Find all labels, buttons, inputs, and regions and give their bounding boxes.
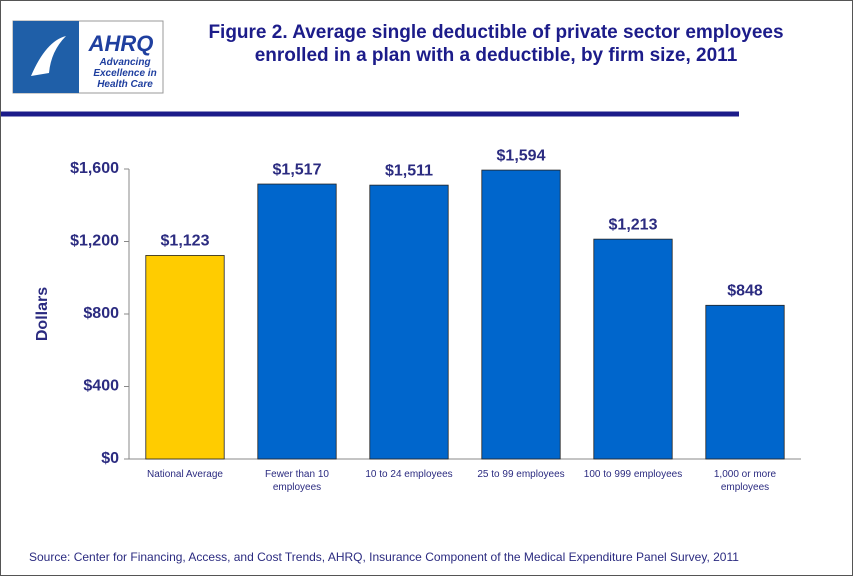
bar bbox=[145, 255, 225, 460]
x-tick-label-box: 10 to 24 employees bbox=[365, 469, 453, 480]
bar bbox=[593, 238, 673, 460]
bar bbox=[705, 304, 785, 460]
bar bbox=[481, 169, 561, 460]
y-axis-label: Dollars bbox=[34, 287, 51, 341]
y-tick-label: $1,200 bbox=[70, 233, 119, 250]
source-note: Source: Center for Financing, Access, an… bbox=[29, 550, 739, 564]
bar bbox=[369, 184, 449, 460]
y-tick-label: $0 bbox=[101, 450, 119, 467]
bar bbox=[257, 183, 337, 460]
x-tick-label-box: National Average bbox=[147, 469, 223, 480]
x-tick-label: National Average bbox=[147, 469, 223, 480]
x-tick-label-box: 1,000 or more employees bbox=[713, 469, 777, 493]
y-tick-label: $400 bbox=[83, 378, 119, 395]
value-label: $1,123 bbox=[161, 233, 210, 250]
value-label: $848 bbox=[727, 283, 763, 300]
x-tick-label: 10 to 24 employees bbox=[365, 469, 453, 480]
y-tick-label: $800 bbox=[83, 305, 119, 322]
logo-tagline: Advancing Excellence in Health Care bbox=[93, 57, 157, 90]
value-label: $1,517 bbox=[273, 161, 322, 178]
logo-name: AHRQ bbox=[88, 31, 154, 56]
y-tick-label: $1,600 bbox=[70, 160, 119, 177]
x-tick-label-box: 25 to 99 employees bbox=[477, 469, 565, 480]
logo-eagle bbox=[31, 36, 66, 76]
value-label: $1,594 bbox=[497, 147, 546, 164]
x-tick-label-box: Fewer than 10 employees bbox=[265, 469, 329, 493]
x-tick-label: 25 to 99 employees bbox=[477, 469, 565, 480]
x-tick-label: Fewer than 10 employees bbox=[265, 469, 329, 493]
value-label: $1,213 bbox=[609, 216, 658, 233]
x-tick-label: 1,000 or more employees bbox=[713, 469, 777, 493]
chart-title: Figure 2. Average single deductible of p… bbox=[208, 22, 784, 66]
x-tick-label: 100 to 999 employees bbox=[583, 469, 683, 480]
x-tick-label-box: 100 to 999 employees bbox=[583, 469, 683, 480]
value-label: $1,511 bbox=[385, 162, 433, 179]
